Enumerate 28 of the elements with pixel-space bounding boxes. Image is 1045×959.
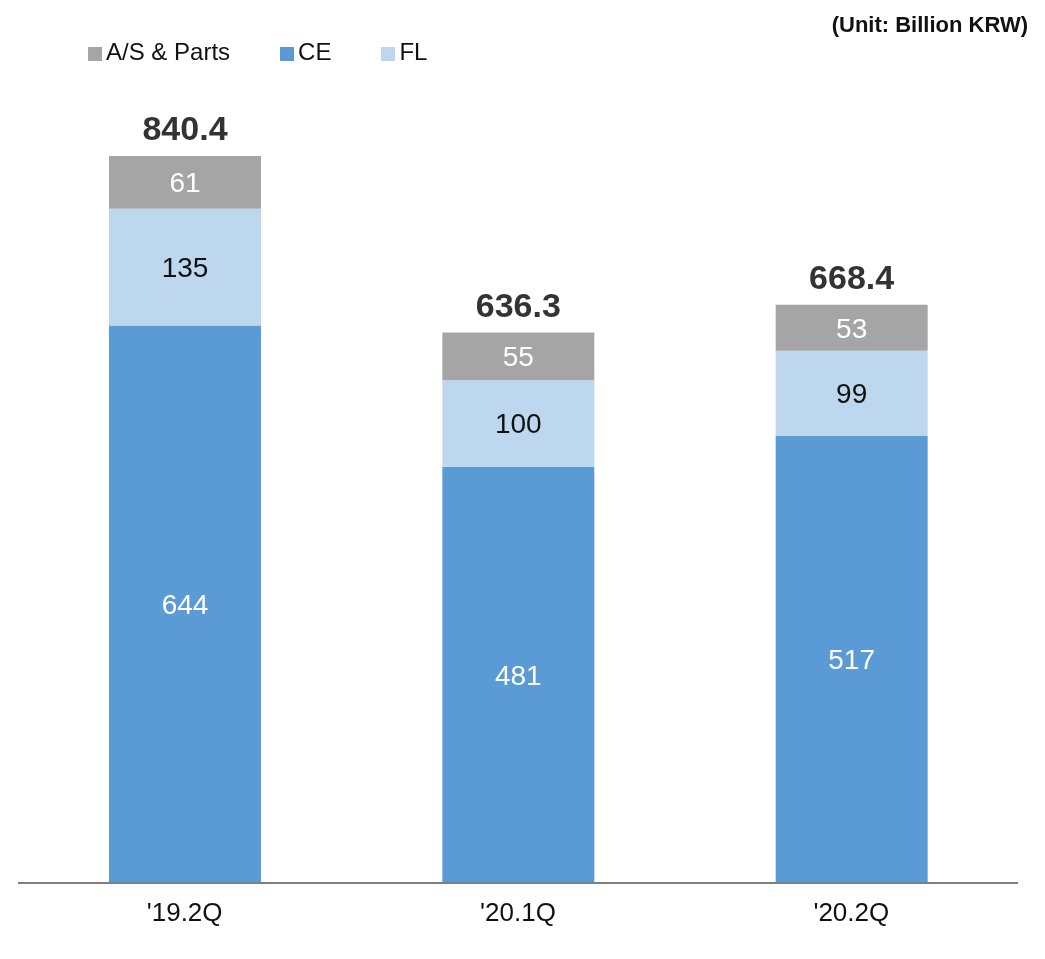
legend-label: FL [399,38,428,65]
data-label: 100 [494,408,542,440]
bar [775,350,928,437]
data-label: 135 [161,251,209,283]
legend-label: A/S & Parts [106,38,231,65]
total-label: 636.3 [475,285,561,324]
bar [442,332,595,381]
total-label: 668.4 [809,257,895,296]
data-label: 644 [161,589,209,621]
data-label: 517 [828,644,876,676]
data-label: 55 [502,341,534,373]
bar [442,466,595,883]
total-label: 840.4 [142,109,228,147]
x-tick-label: '20.2Q [813,897,890,928]
x-tick-label: '19.2Q [146,897,223,928]
bar [109,156,261,209]
bar [442,380,595,467]
data-label: 481 [494,659,542,691]
bar [775,304,928,351]
legend-label: CE [298,38,332,65]
text: (Unit: Billion KRW) [831,12,1028,38]
bar [109,208,261,326]
data-label: 99 [836,378,868,410]
x-tick-label: '20.1Q [480,897,556,928]
bar [109,325,261,883]
data-label: 61 [169,167,201,199]
data-label: 53 [836,312,868,344]
bar [775,436,928,883]
